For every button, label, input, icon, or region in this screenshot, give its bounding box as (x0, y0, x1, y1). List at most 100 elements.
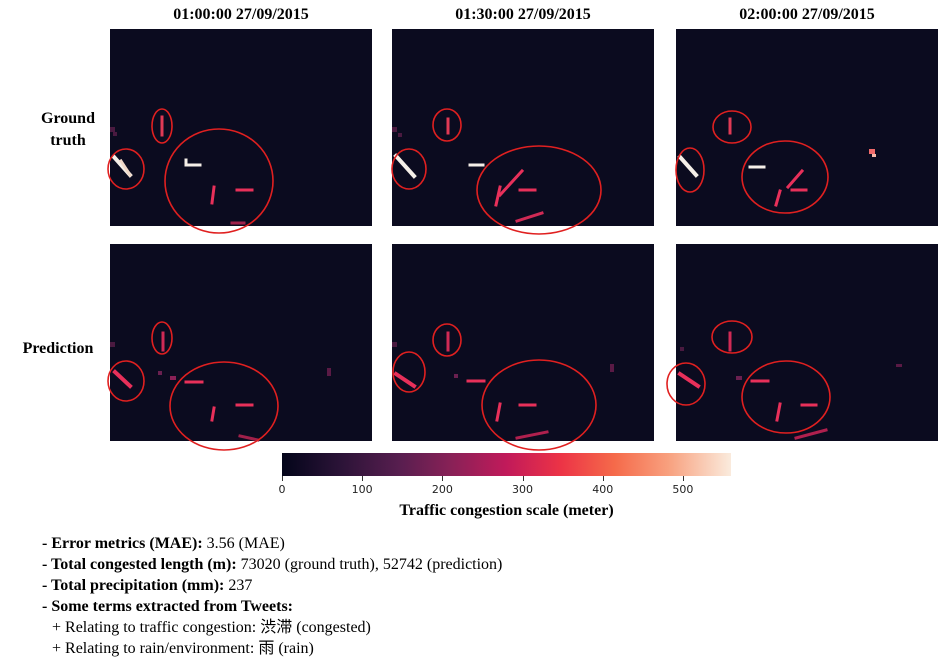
congestion-cell (610, 364, 614, 372)
note-rain-term: + Relating to rain/environment: 雨 (rain) (52, 640, 314, 657)
highlight-ellipse (476, 145, 602, 235)
congestion-cell (392, 127, 397, 132)
row-label-ground-truth: Ground truth (18, 108, 118, 152)
congestion-cell (392, 342, 397, 347)
highlight-ellipse (711, 320, 753, 354)
highlight-ellipse (432, 323, 462, 357)
congestion-cell (110, 342, 115, 347)
congestion-segment (393, 371, 417, 389)
congestion-cell (872, 154, 876, 157)
colorbar-tick (282, 476, 283, 481)
note-precip: - Total precipitation (mm): 237 (42, 575, 502, 596)
heatmap-prediction-0200 (666, 244, 938, 441)
congestion-segment (495, 402, 502, 422)
highlight-ellipse (481, 359, 597, 451)
congestion-cell (680, 347, 684, 351)
note-length-value: 73020 (ground truth), 52742 (prediction) (236, 556, 503, 573)
congestion-segment (112, 369, 133, 389)
congestion-cell (158, 371, 162, 375)
colorbar-tick (602, 476, 604, 481)
note-mae-label: - Error metrics (MAE): (42, 535, 203, 552)
heatmap-svg (675, 110, 876, 214)
note-mae: - Error metrics (MAE): 3.56 (MAE) (42, 533, 502, 554)
column-title-0130: 01:30:00 27/09/2015 (455, 6, 591, 23)
highlight-ellipse (741, 360, 831, 434)
row-label-prediction-line1: Prediction (22, 340, 94, 357)
congestion-segment (794, 428, 828, 440)
congestion-cell (113, 132, 117, 136)
highlight-ellipse (666, 362, 706, 406)
colorbar-tick (522, 476, 524, 481)
highlight-ellipse (391, 148, 427, 190)
colorbar-tick-label: 0 (278, 483, 286, 496)
heatmap-svg (392, 323, 614, 451)
congestion-segment (497, 168, 525, 198)
congestion-segment (785, 168, 805, 190)
colorbar-tick (682, 476, 684, 481)
highlight-ellipse (164, 128, 274, 234)
note-tweets: - Some terms extracted from Tweets: (42, 596, 502, 617)
heatmap-ground-truth-0130 (391, 29, 654, 235)
colorbar-tick (442, 476, 444, 481)
notes-block: - Error metrics (MAE): 3.56 (MAE) - Tota… (42, 533, 502, 659)
row-label-ground-truth-line2: truth (50, 132, 86, 149)
heatmap-svg (391, 108, 602, 235)
highlight-ellipse (392, 351, 426, 393)
heatmap-svg (666, 320, 902, 440)
colorbar-label: Traffic congestion scale (meter) (399, 502, 614, 519)
colorbar-tick-label: 100 (351, 483, 373, 496)
congestion-cell (327, 368, 331, 376)
heatmap-prediction-0100 (107, 244, 372, 451)
highlight-ellipse (741, 140, 829, 214)
congestion-cell (398, 133, 402, 137)
highlight-ellipse (169, 361, 279, 451)
congestion-segment (238, 434, 260, 442)
congestion-segment (775, 402, 782, 422)
congestion-segment (677, 371, 701, 389)
highlight-ellipse (151, 108, 173, 144)
heatmap-svg (107, 108, 274, 234)
congestion-segment (677, 154, 699, 178)
highlight-ellipse (107, 148, 145, 190)
highlight-ellipse (107, 360, 145, 402)
congestion-segment (118, 158, 133, 178)
congestion-segment (210, 406, 216, 422)
highlight-ellipse (151, 321, 173, 355)
congestion-cell (170, 376, 176, 380)
note-length: - Total congested length (m): 73020 (gro… (42, 554, 502, 575)
note-traffic-term: + Relating to traffic congestion: 渋滞 (co… (52, 619, 371, 636)
heatmap-ground-truth-0100 (107, 29, 372, 234)
highlight-ellipse (675, 147, 705, 193)
congestion-segment (515, 430, 549, 440)
colorbar-tick (362, 476, 364, 481)
congestion-segment (494, 185, 502, 207)
congestion-cell (869, 149, 875, 154)
note-precip-label: - Total precipitation (mm): (42, 577, 225, 594)
congestion-segment (210, 185, 216, 205)
colorbar-tick-label: 500 (672, 483, 694, 496)
colorbar (282, 453, 731, 476)
highlight-ellipse (432, 108, 462, 142)
note-length-label: - Total congested length (m): (42, 556, 237, 573)
note-tweets-label: - Some terms extracted from Tweets: (42, 598, 294, 615)
highlight-ellipse (712, 110, 752, 144)
column-title-0100: 01:00:00 27/09/2015 (173, 6, 309, 23)
row-label-prediction: Prediction (8, 338, 108, 360)
colorbar-tick-label: 200 (431, 483, 453, 496)
row-label-ground-truth-line1: Ground (41, 110, 95, 127)
colorbar-tick-label: 300 (512, 483, 534, 496)
congestion-cell (896, 364, 902, 367)
heatmap-prediction-0130 (392, 244, 654, 451)
colorbar-tick-label: 400 (592, 483, 614, 496)
note-mae-value: 3.56 (MAE) (202, 535, 285, 552)
congestion-cell (454, 374, 458, 378)
congestion-segment (515, 211, 544, 223)
heatmap-ground-truth-0200 (675, 29, 938, 226)
note-precip-value: 237 (224, 577, 253, 594)
congestion-segment (774, 189, 782, 207)
congestion-cell (110, 127, 115, 132)
heatmap-svg (107, 321, 331, 451)
column-title-0200: 02:00:00 27/09/2015 (739, 6, 875, 23)
congestion-cell (736, 376, 742, 380)
congestion-segment (393, 153, 417, 179)
